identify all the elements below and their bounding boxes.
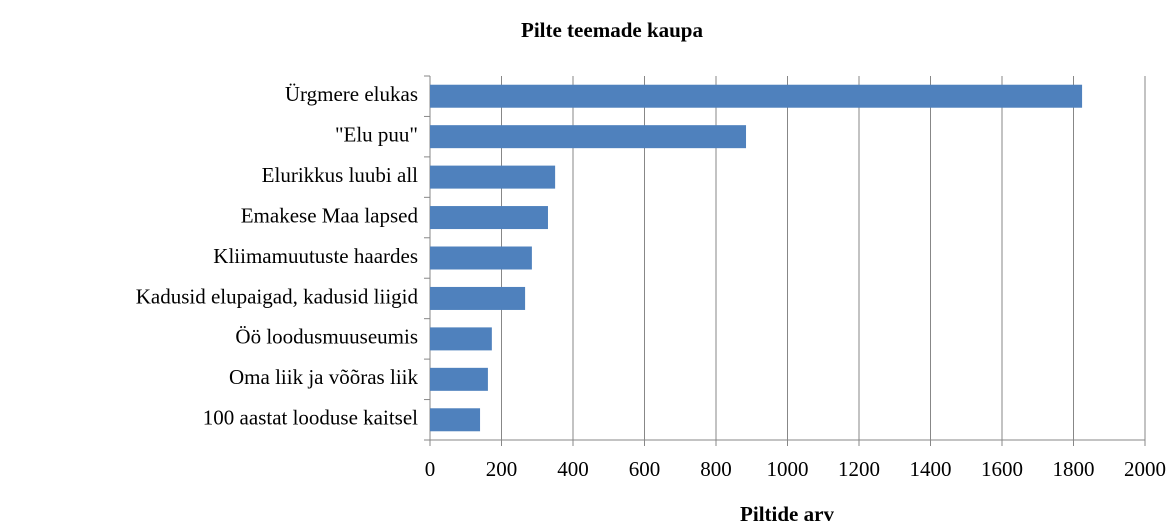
bar [430, 206, 548, 230]
x-tick-label: 200 [486, 457, 518, 481]
y-tick-label: Öö loodusmuuseumis [235, 325, 418, 349]
y-tick-label: Emakese Maa lapsed [241, 203, 419, 227]
x-tick-label: 1600 [981, 457, 1023, 481]
x-axis-label: Piltide arv [740, 502, 834, 526]
y-tick-label: Oma liik ja võõras liik [229, 365, 418, 389]
x-tick-label: 600 [629, 457, 661, 481]
bar [430, 125, 747, 149]
bar [430, 286, 526, 310]
y-tick-label: Kadusid elupaigad, kadusid liigid [136, 284, 419, 308]
bar [430, 84, 1083, 108]
x-tick-label: 1000 [767, 457, 809, 481]
y-tick-label: Ürgmere elukas [285, 82, 418, 106]
y-tick-label: 100 aastat looduse kaitsel [203, 406, 418, 430]
x-tick-label: 400 [557, 457, 589, 481]
bar [430, 246, 532, 270]
bar [430, 408, 481, 432]
x-tick-label: 1800 [1053, 457, 1095, 481]
x-tick-label: 0 [425, 457, 436, 481]
bar [430, 367, 488, 391]
chart-title: Pilte teemade kaupa [521, 18, 703, 42]
x-tick-label: 800 [700, 457, 732, 481]
y-tick-label: "Elu puu" [335, 122, 418, 146]
x-tick-label: 1200 [838, 457, 880, 481]
bar [430, 165, 556, 189]
x-tick-label: 1400 [910, 457, 952, 481]
y-tick-label: Kliimamuutuste haardes [213, 244, 418, 268]
bar [430, 327, 492, 351]
y-tick-label: Elurikkus luubi all [262, 163, 418, 187]
x-tick-label: 2000 [1124, 457, 1166, 481]
